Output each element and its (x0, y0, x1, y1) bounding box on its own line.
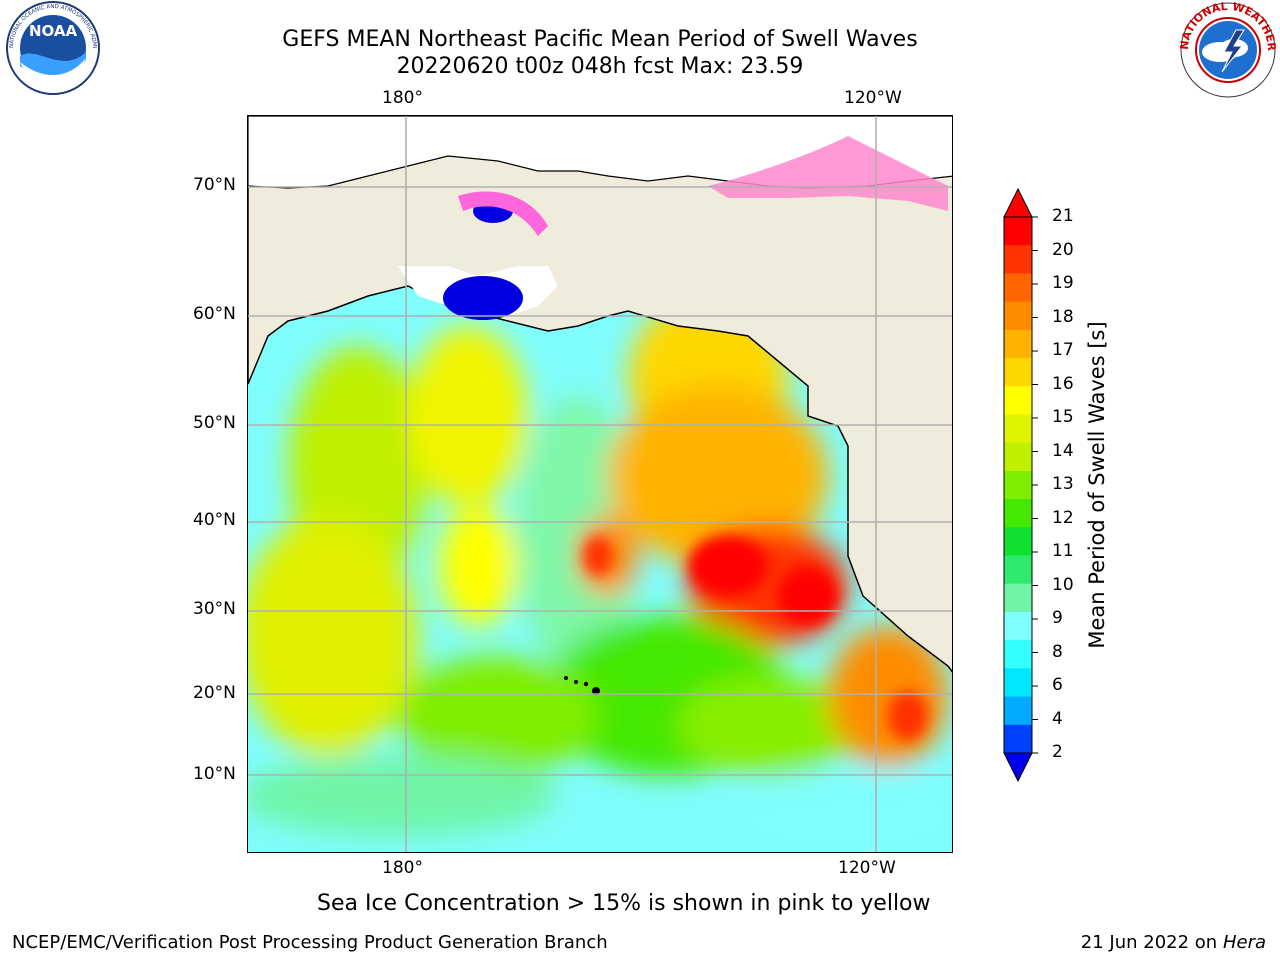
footer-host: Hera (1222, 932, 1266, 953)
lat-label-60n: 60°N (193, 304, 236, 324)
colorbar-bin (1004, 273, 1032, 303)
colorbar-bin (1004, 386, 1032, 415)
colorbar-tick-label: 2 (1052, 742, 1063, 762)
map-panel (247, 115, 953, 853)
colorbar-tick-label: 8 (1052, 641, 1063, 662)
colorbar-bin (1004, 329, 1032, 359)
colorbar-bin (1004, 499, 1032, 528)
map-title: GEFS MEAN Northeast Pacific Mean Period … (282, 27, 918, 52)
colorbar-bin (1004, 696, 1032, 726)
colorbar-extend-max (1003, 187, 1033, 218)
lat-label-30n: 30°N (193, 599, 236, 619)
colorbar-tick-label: 17 (1052, 340, 1074, 360)
colorbar-tick-label: 14 (1052, 440, 1074, 461)
noaa-logo-text: NOAA (29, 22, 78, 40)
swell-period-map (248, 116, 952, 852)
colorbar-tick-label: 21 (1052, 206, 1074, 226)
colorbar-bin (1004, 414, 1032, 444)
colorbar-tick-label: 18 (1052, 306, 1074, 327)
colorbar-tick-label: 19 (1052, 273, 1074, 293)
colorbar-extend-min (1003, 752, 1033, 783)
colorbar-tick-label: 4 (1052, 708, 1063, 729)
colorbar-bin (1004, 611, 1032, 641)
lon-label-top-120w: 120°W (844, 88, 902, 108)
colorbar-label: Mean Period of Swell Waves [s] (1085, 321, 1109, 649)
colorbar-tick-label: 13 (1052, 474, 1074, 494)
lat-label-50n: 50°N (193, 413, 236, 433)
colorbar (1003, 187, 1038, 783)
colorbar-bin (1004, 583, 1032, 613)
colorbar-bin (1004, 245, 1032, 274)
lon-label-bottom-120w: 120°W (838, 858, 896, 878)
colorbar-tick-label: 20 (1052, 239, 1074, 260)
noaa-logo: NOAA NATIONAL OCEANIC AND ATMOSPHERIC AD… (0, 0, 104, 100)
colorbar-bin (1004, 668, 1032, 698)
lat-label-70n: 70°N (193, 175, 236, 195)
colorbar-tick-label: 12 (1052, 507, 1074, 528)
colorbar-bin (1004, 724, 1032, 754)
colorbar-tick-label: 16 (1052, 373, 1074, 394)
colorbar-bin (1004, 555, 1032, 585)
colorbar-bin (1004, 527, 1032, 557)
lat-label-10n: 10°N (193, 764, 236, 784)
footer-date: 21 Jun 2022 on Hera (1080, 932, 1266, 953)
colorbar-bin (1004, 301, 1032, 331)
map-subtitle: 20220620 t00z 048h fcst Max: 23.59 (396, 54, 804, 79)
lat-label-20n: 20°N (193, 683, 236, 703)
sea-ice-note: Sea Ice Concentration > 15% is shown in … (317, 891, 931, 916)
colorbar-tick-label: 9 (1052, 608, 1063, 628)
colorbar-tick-label: 15 (1052, 407, 1074, 427)
colorbar-bin (1004, 442, 1032, 472)
colorbar-bin (1004, 217, 1032, 246)
colorbar-tick-label: 11 (1052, 541, 1074, 561)
footer-credit: NCEP/EMC/Verification Post Processing Pr… (12, 932, 608, 953)
nws-logo: NATIONAL WEATHER SERVICE (1174, 0, 1278, 100)
colorbar-bin (1004, 470, 1032, 500)
colorbar-tick-label: 6 (1052, 675, 1063, 695)
lat-label-40n: 40°N (193, 510, 236, 530)
colorbar-bin (1004, 640, 1032, 669)
lon-label-top-180: 180° (382, 88, 423, 108)
colorbar-bin (1004, 358, 1032, 387)
lon-label-bottom-180: 180° (382, 858, 423, 878)
colorbar-tick-label: 10 (1052, 574, 1074, 595)
